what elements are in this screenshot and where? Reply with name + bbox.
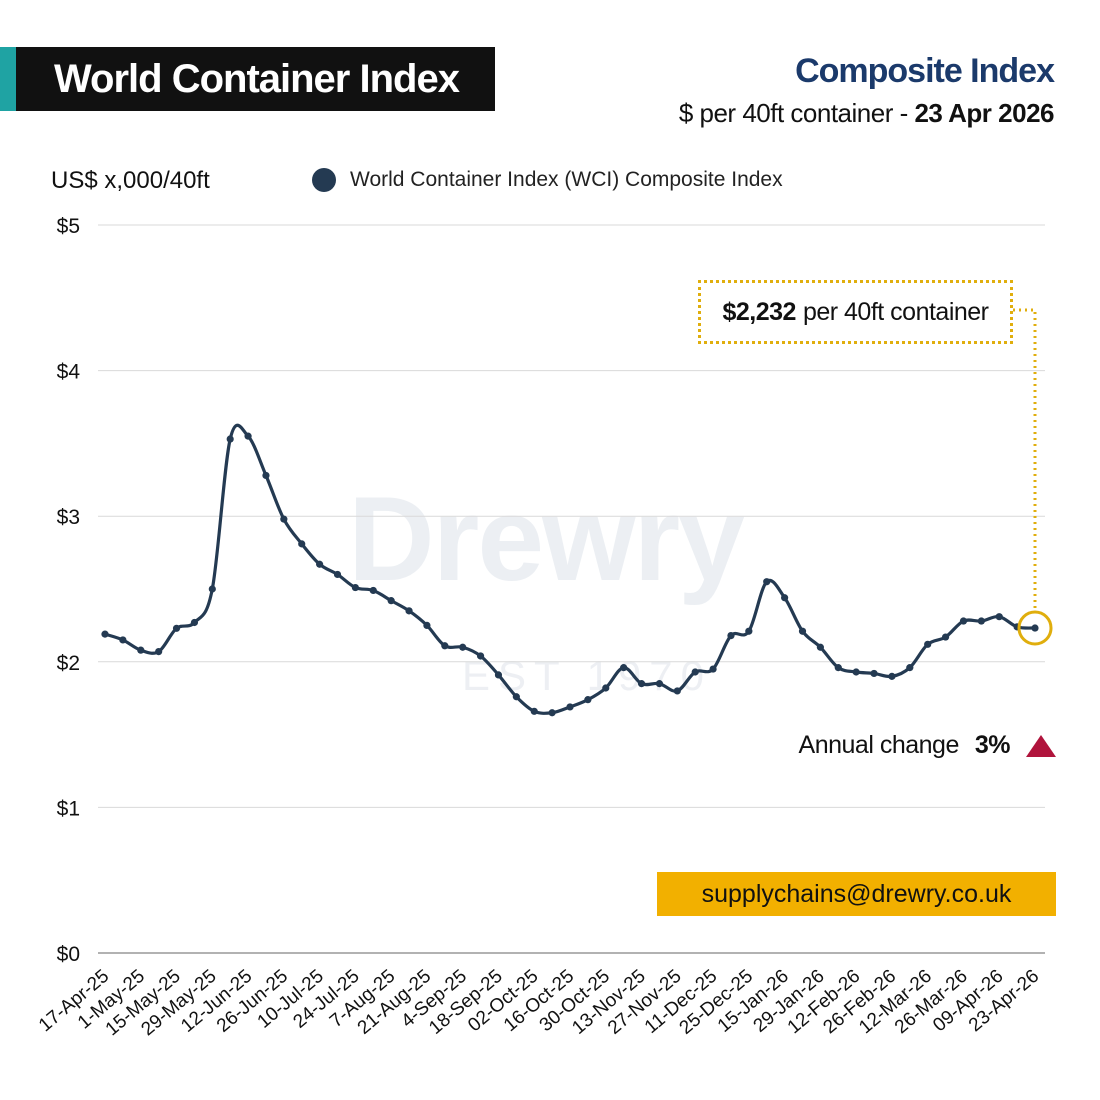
data-point bbox=[602, 684, 610, 692]
legend: World Container Index (WCI) Composite In… bbox=[312, 168, 783, 192]
data-point bbox=[798, 627, 807, 635]
data-point bbox=[190, 618, 199, 627]
data-point bbox=[637, 680, 646, 688]
data-point bbox=[137, 646, 145, 654]
data-point bbox=[834, 664, 842, 672]
data-point bbox=[459, 643, 467, 651]
latest-value-callout: $2,232 per 40ft container bbox=[698, 280, 1013, 344]
data-point bbox=[763, 578, 771, 586]
data-point bbox=[316, 560, 324, 568]
data-point bbox=[888, 672, 896, 680]
legend-marker bbox=[312, 168, 336, 192]
data-point bbox=[405, 607, 413, 615]
data-point bbox=[369, 586, 377, 595]
data-point bbox=[1031, 624, 1039, 632]
data-point bbox=[423, 621, 431, 630]
data-point bbox=[745, 627, 753, 635]
data-point bbox=[333, 570, 342, 579]
data-point bbox=[816, 643, 824, 651]
annual-change-label: Annual change bbox=[798, 731, 960, 759]
data-point bbox=[387, 597, 395, 605]
data-point bbox=[566, 703, 574, 711]
data-point bbox=[870, 669, 878, 678]
data-point bbox=[119, 636, 127, 644]
data-point bbox=[351, 583, 359, 592]
data-point bbox=[441, 642, 449, 650]
chart-subline: $ per 40ft container - 23 Apr 2026 bbox=[678, 98, 1055, 129]
data-point bbox=[280, 515, 288, 523]
chart-subtitle: Composite Index bbox=[795, 52, 1055, 90]
data-point bbox=[727, 631, 735, 640]
data-point bbox=[977, 617, 985, 625]
data-point bbox=[101, 630, 109, 638]
data-point bbox=[476, 652, 485, 660]
annual-change-value: 3% bbox=[974, 731, 1011, 759]
callout-text: per 40ft container bbox=[802, 297, 989, 326]
callout-connector bbox=[1013, 308, 1037, 613]
data-point bbox=[906, 664, 914, 672]
latest-point-highlight bbox=[1017, 610, 1053, 646]
data-point bbox=[262, 471, 270, 480]
watermark-logo: Drewry bbox=[348, 472, 745, 606]
y-tick-label: $3 bbox=[57, 506, 80, 529]
data-point bbox=[941, 633, 950, 641]
data-point bbox=[208, 585, 216, 593]
data-point bbox=[852, 668, 860, 676]
contact-email[interactable]: supplychains@drewry.co.uk bbox=[657, 872, 1056, 916]
data-point bbox=[924, 640, 932, 648]
data-point bbox=[494, 671, 503, 679]
data-point bbox=[673, 687, 681, 695]
data-point bbox=[620, 664, 628, 672]
subline-prefix: $ per 40ft container - bbox=[678, 98, 915, 128]
legend-entry: World Container Index (WCI) Composite In… bbox=[350, 168, 783, 191]
y-tick-label: $4 bbox=[57, 361, 81, 384]
data-point bbox=[172, 624, 181, 632]
y-tick-label: $2 bbox=[57, 652, 80, 675]
data-point bbox=[226, 435, 234, 443]
data-point bbox=[655, 680, 664, 688]
title-accent-bar bbox=[0, 47, 16, 111]
series-line bbox=[104, 423, 1036, 715]
data-point bbox=[155, 648, 163, 656]
y-tick-label: $1 bbox=[57, 797, 80, 820]
data-point bbox=[244, 432, 252, 440]
data-point bbox=[995, 613, 1003, 621]
y-tick-label: $5 bbox=[57, 215, 80, 238]
y-tick-label: $0 bbox=[57, 943, 80, 966]
chart-title: World Container Index bbox=[16, 47, 495, 111]
annual-change: Annual change 3% bbox=[799, 731, 1056, 760]
data-point bbox=[691, 668, 699, 676]
data-point bbox=[298, 540, 306, 548]
watermark-est: EST 1970 bbox=[462, 652, 713, 699]
data-point bbox=[530, 707, 538, 715]
callout-value: $2,232 bbox=[722, 297, 796, 326]
data-point bbox=[584, 696, 592, 704]
data-point bbox=[548, 709, 556, 717]
data-point bbox=[781, 594, 789, 602]
up-triangle-icon bbox=[1026, 734, 1056, 757]
data-point bbox=[959, 617, 968, 625]
data-point bbox=[709, 665, 717, 673]
y-axis-unit-label: US$ x,000/40ft bbox=[51, 167, 210, 194]
data-point bbox=[512, 693, 520, 701]
subline-date: 23 Apr 2026 bbox=[914, 98, 1054, 128]
